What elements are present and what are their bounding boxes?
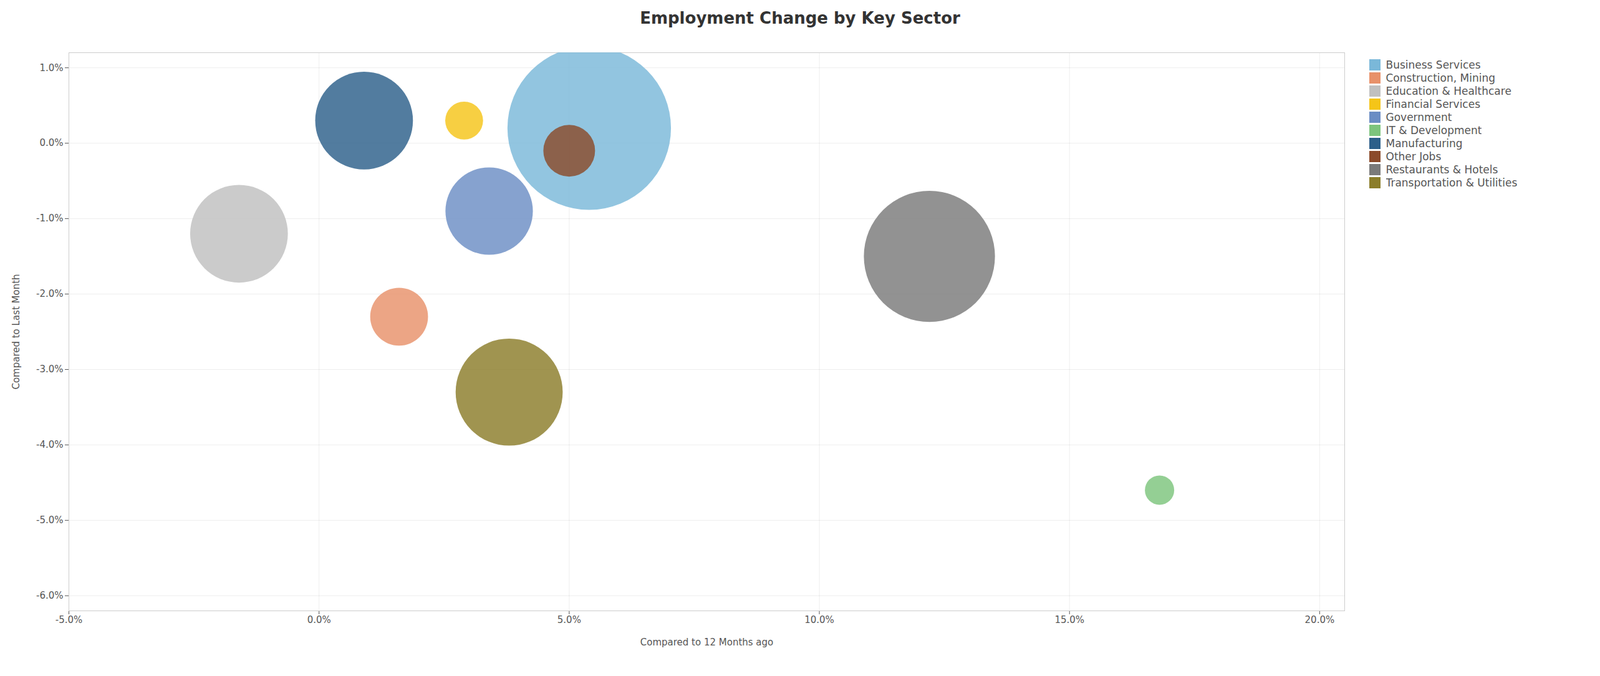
html-text:Financial Services: Financial Services [1385, 97, 1481, 111]
svg-text:15.0%: 15.0% [1054, 614, 1085, 626]
html-text:Employment Change by Key Secto: Employment Change by Key Sector [639, 8, 961, 28]
html-text:Government: Government [1385, 110, 1452, 124]
svg-text:-4.0%: -4.0% [36, 438, 64, 451]
svg-text:-6.0%: -6.0% [36, 589, 64, 602]
svg-text:0.0%: 0.0% [307, 614, 332, 626]
svg-text:5.0%: 5.0% [557, 614, 582, 626]
svg-text:Compared to 12 Months ago: Compared to 12 Months ago [640, 636, 774, 648]
svg-text:Compared to Last Month: Compared to Last Month [10, 273, 22, 390]
svg-text:20.0%: 20.0% [1305, 614, 1335, 626]
html-text:Restaurants & Hotels: Restaurants & Hotels [1385, 163, 1498, 176]
svg-text:10.0%: 10.0% [804, 614, 835, 626]
svg-text:-5.0%: -5.0% [36, 514, 64, 526]
html-text:Business Services: Business Services [1385, 58, 1481, 72]
html-text:Education & Healthcare: Education & Healthcare [1385, 84, 1512, 98]
html-text:Other Jobs: Other Jobs [1385, 150, 1442, 163]
html-text:IT & Development: IT & Development [1385, 124, 1482, 137]
html-text:Transportation & Utilities: Transportation & Utilities [1385, 176, 1518, 189]
svg-text:-5.0%: -5.0% [55, 614, 83, 626]
html-text:Construction, Mining: Construction, Mining [1385, 71, 1496, 85]
svg-text:-2.0%: -2.0% [36, 288, 64, 300]
html-text:Manufacturing: Manufacturing [1385, 137, 1463, 150]
svg-text:1.0%: 1.0% [39, 61, 63, 73]
svg-text:-1.0%: -1.0% [36, 212, 64, 224]
svg-text:0.0%: 0.0% [39, 137, 63, 149]
svg-text:-3.0%: -3.0% [36, 363, 64, 375]
